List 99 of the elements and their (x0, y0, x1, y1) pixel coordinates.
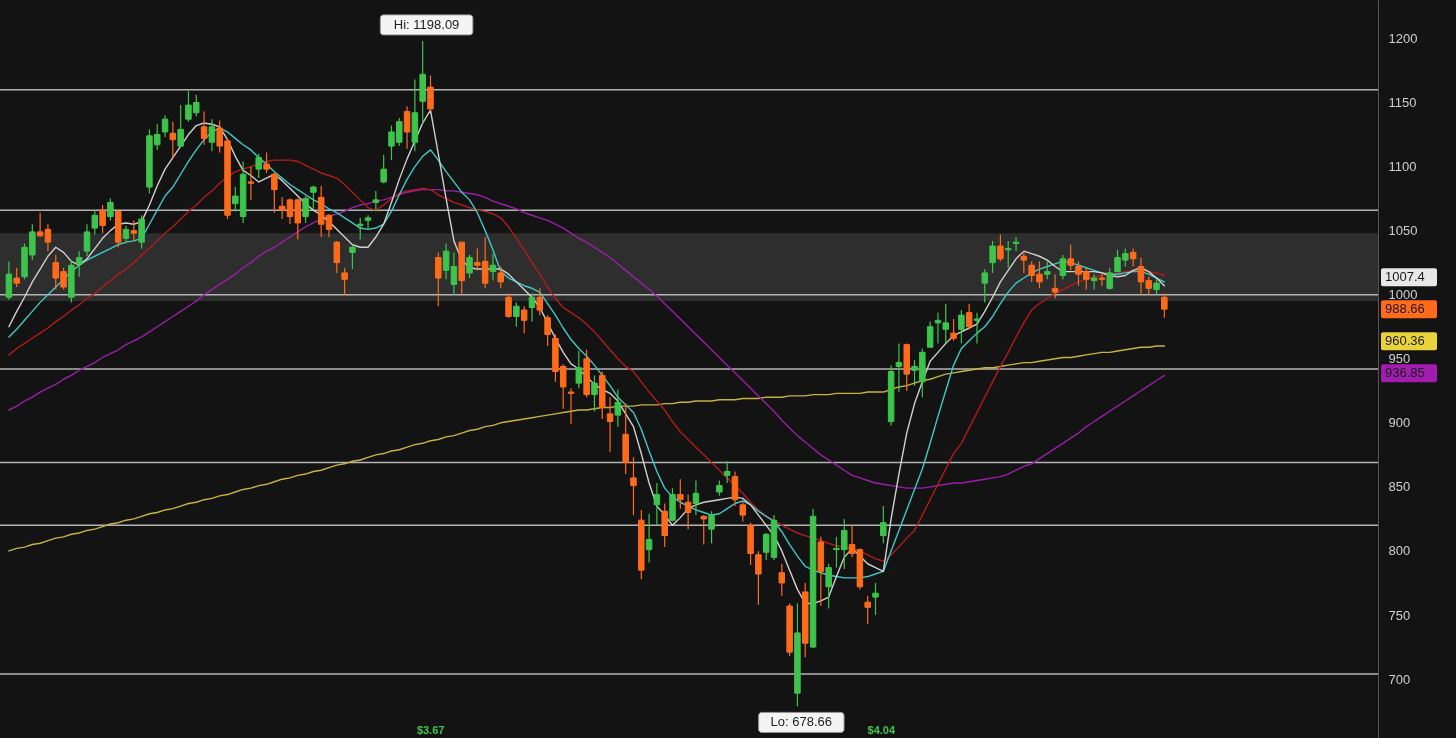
candlestick (497, 265, 504, 289)
candlestick (403, 105, 411, 150)
candlestick (341, 267, 348, 296)
candlestick (965, 303, 973, 330)
candlestick (99, 204, 106, 234)
candlestick (505, 292, 512, 319)
candlestick (1098, 273, 1106, 287)
annotation: $3.67 (416, 724, 445, 736)
candlestick (161, 114, 169, 138)
candlestick (544, 314, 551, 347)
candlestick (528, 292, 536, 323)
candlestick (263, 151, 270, 174)
candlestick (271, 172, 278, 214)
candlestick (138, 214, 145, 250)
candlestick (302, 195, 309, 224)
annotation: Hi: 1198.09 (393, 16, 460, 32)
line-series (8, 188, 1166, 489)
candlestick (130, 219, 138, 242)
candlestick (5, 260, 13, 301)
y-tick-label: 900 (1388, 415, 1411, 431)
candlestick (958, 309, 965, 344)
candlestick (200, 110, 208, 146)
y-tick-label: 1050 (1388, 223, 1418, 239)
candlestick (1161, 292, 1168, 319)
candlestick (466, 254, 473, 279)
candlestick (91, 209, 99, 236)
y-tick-label: 750 (1388, 607, 1411, 623)
candlestick (427, 74, 434, 113)
text: 960.36 (1385, 333, 1425, 349)
candlestick (653, 482, 661, 526)
y-tick-label: 1200 (1388, 30, 1418, 46)
candlestick (372, 190, 380, 213)
text: 1007.4 (1385, 269, 1425, 285)
candlestick (723, 460, 731, 484)
candlestick (731, 470, 739, 507)
candlestick (895, 342, 903, 393)
candlestick (872, 582, 879, 616)
candlestick (677, 478, 684, 510)
candlestick (614, 388, 622, 428)
candlestick (997, 233, 1004, 262)
candlestick (645, 513, 653, 564)
candlestick (536, 287, 544, 316)
candlestick (606, 396, 614, 453)
text: 936.85 (1385, 365, 1425, 381)
candlestick (926, 320, 934, 348)
candlestick (755, 550, 762, 606)
candlestick (950, 318, 957, 342)
candlestick (1106, 267, 1113, 291)
y-tick-label: 1150 (1388, 95, 1417, 110)
candlestick (520, 305, 528, 334)
candlestick (107, 197, 114, 221)
y-tick-label: 800 (1388, 543, 1411, 559)
y-tick-label: 1100 (1388, 159, 1417, 175)
candlestick (825, 563, 832, 610)
candlestick (1059, 254, 1067, 280)
candlestick (708, 510, 715, 544)
candlestick (1067, 244, 1074, 271)
text: 988.66 (1385, 301, 1425, 317)
candlestick (1004, 240, 1012, 269)
candlestick (1129, 247, 1137, 268)
annotation: $4.04 (867, 724, 896, 736)
candlestick (364, 214, 372, 230)
candlestick (247, 165, 255, 201)
candlestick (83, 223, 91, 257)
candlestick (591, 374, 598, 412)
candlestick (333, 240, 341, 274)
y-tick-label: 1000 (1388, 287, 1418, 303)
candlestick (981, 268, 989, 303)
candlestick (880, 505, 887, 544)
candlestick (973, 312, 981, 344)
candlestick (380, 154, 387, 184)
candlestick (864, 595, 871, 625)
y-tick-label: 700 (1388, 671, 1411, 687)
candlestick (1020, 250, 1028, 274)
candlestick (1090, 273, 1098, 291)
candlestick (13, 267, 20, 288)
candlestick (575, 350, 583, 389)
candlestick (255, 153, 262, 179)
candlestick (356, 217, 364, 241)
candlestick (630, 456, 637, 516)
line-series (8, 345, 1166, 552)
candlestick (169, 121, 177, 159)
candlestick (989, 240, 996, 274)
candlestick (692, 479, 700, 516)
candlestick (208, 118, 216, 152)
candlestick (349, 245, 356, 270)
annotation: Lo: 678.66 (770, 714, 833, 730)
candlestick (684, 493, 692, 530)
y-tick-label: 850 (1388, 479, 1411, 495)
candlestick (700, 514, 707, 546)
y-tick-label: 950 (1388, 351, 1411, 367)
candlestick (435, 251, 442, 307)
candlestick (778, 563, 786, 597)
candlestick (1051, 273, 1059, 300)
candlestick (75, 250, 83, 278)
candlestick (513, 301, 520, 328)
candlestick (739, 501, 747, 523)
candlestick (567, 387, 575, 425)
candlestick (177, 104, 184, 148)
